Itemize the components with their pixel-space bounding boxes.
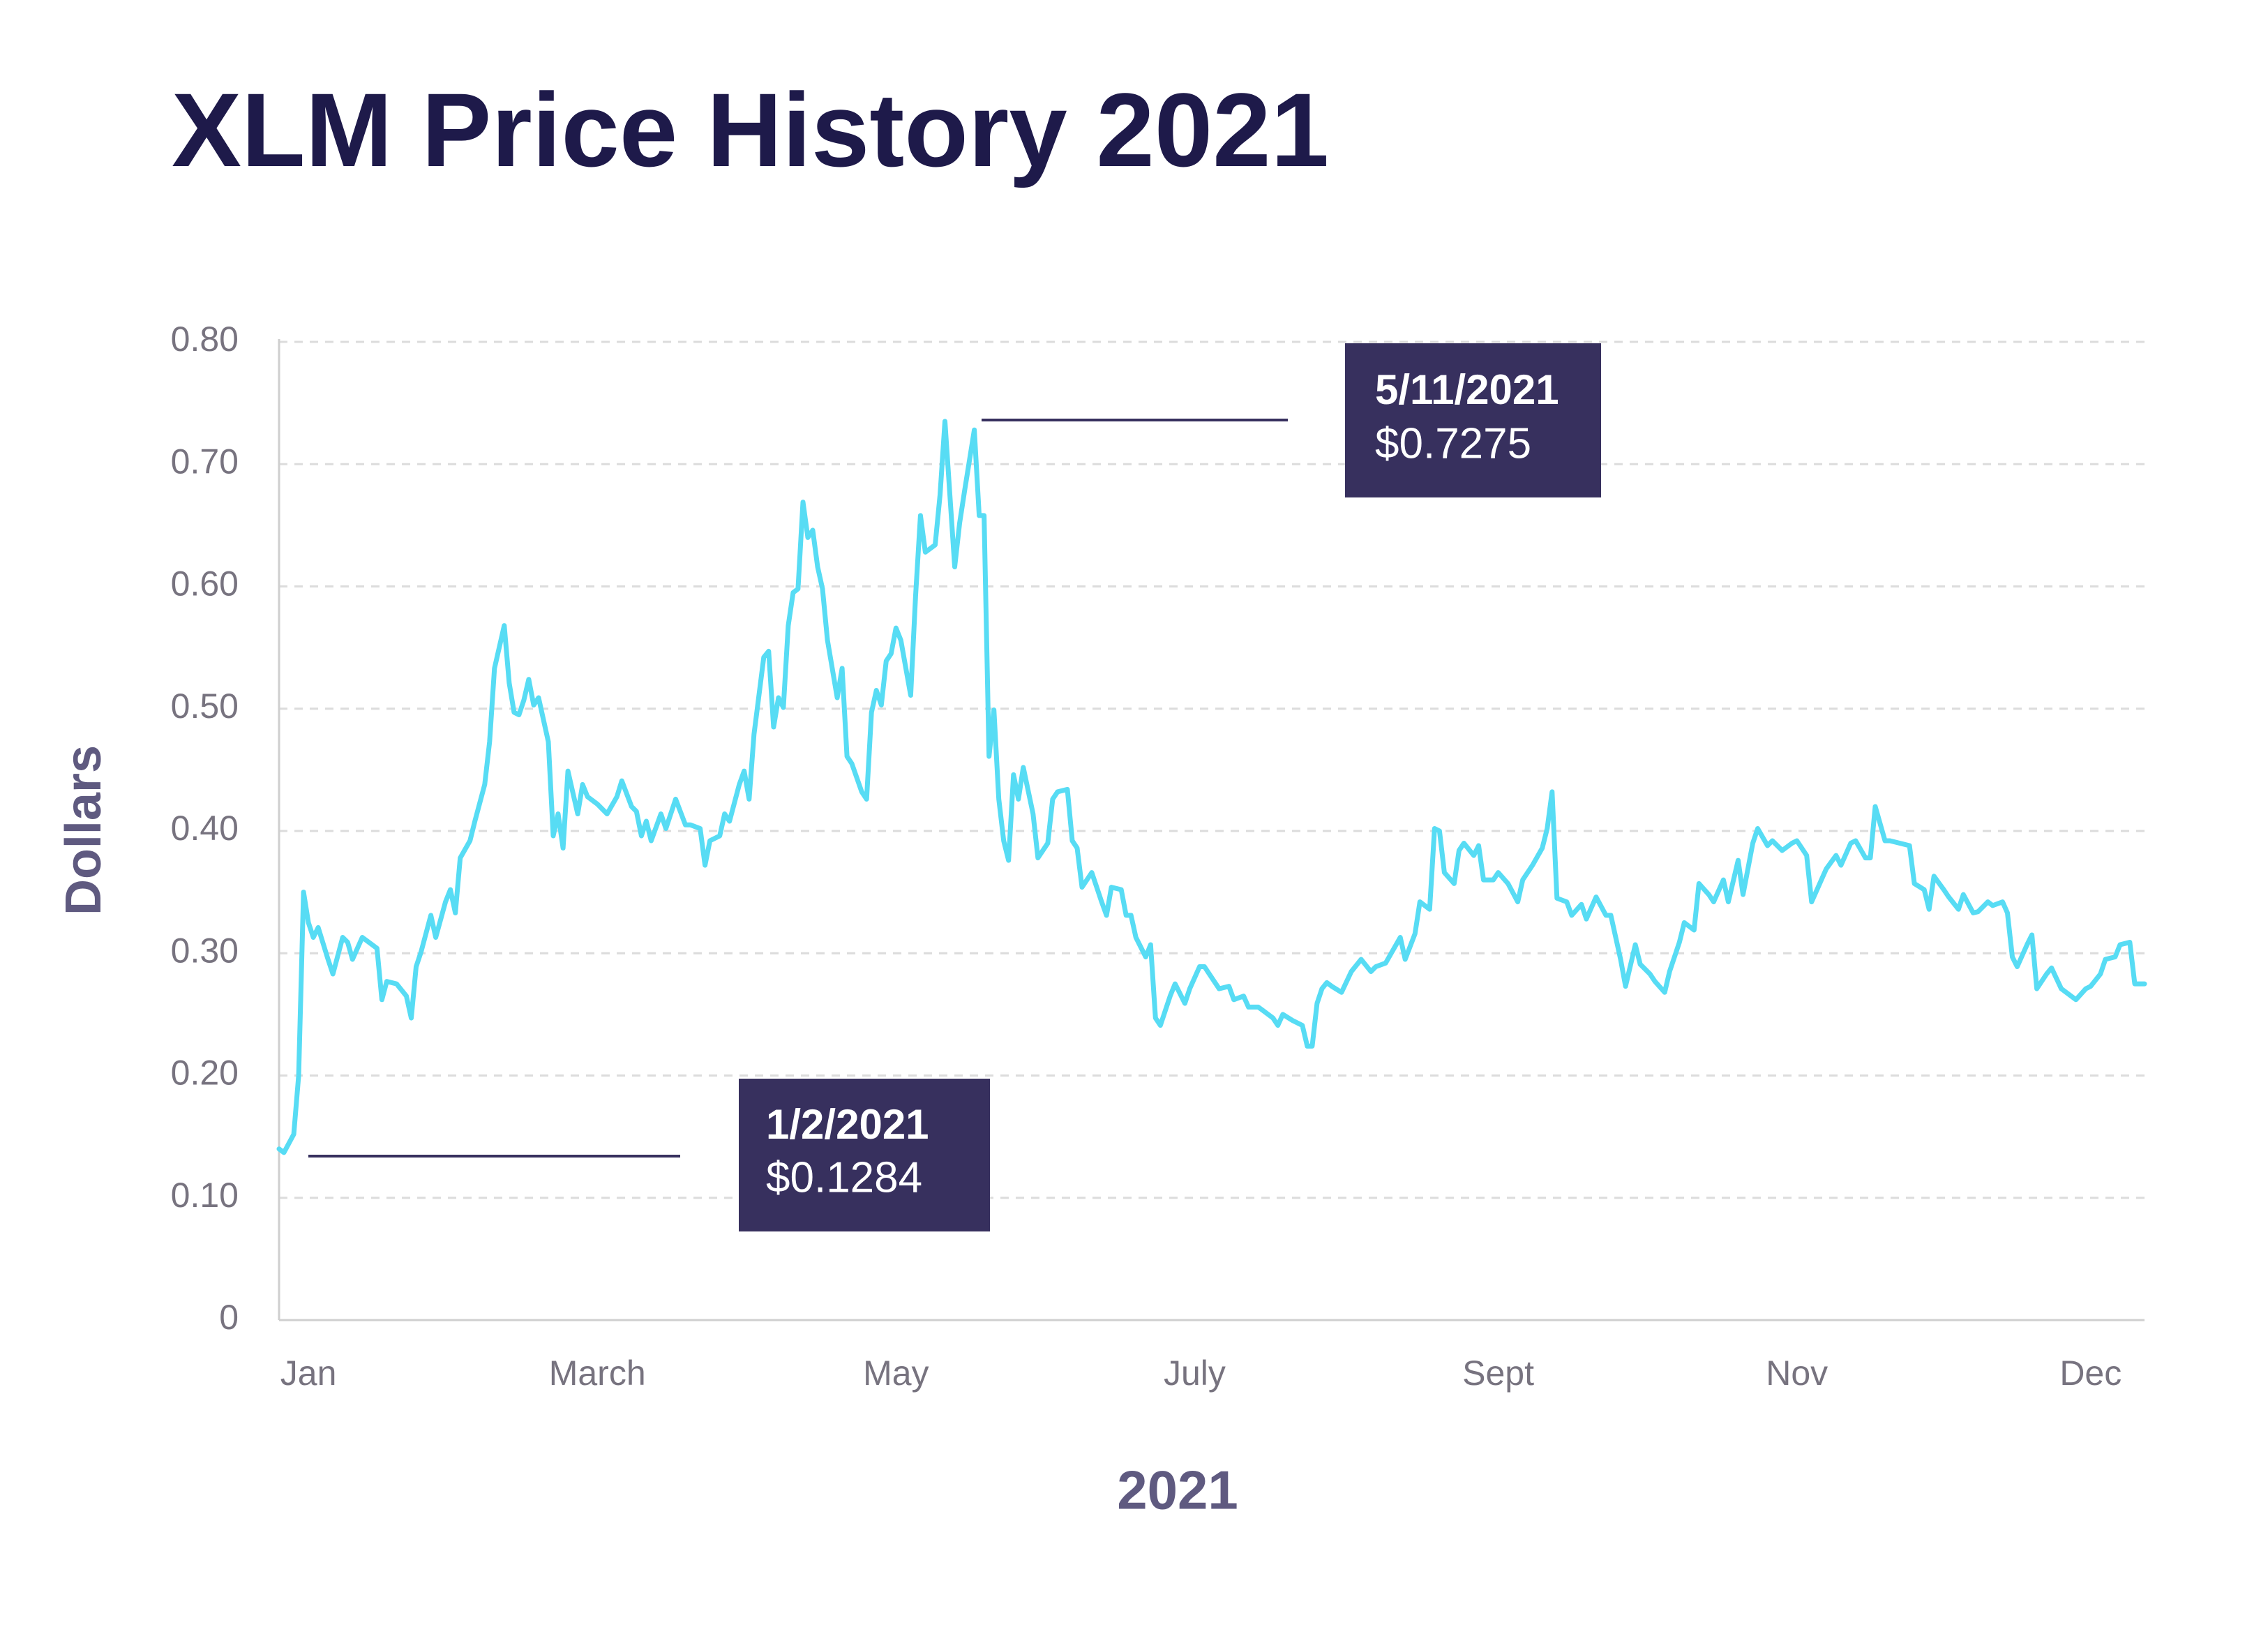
y-tick-label: 0.40	[171, 809, 239, 848]
y-tick-label: 0.20	[171, 1054, 239, 1093]
x-axis-title: 2021	[1117, 1460, 1238, 1521]
x-tick-label: Nov	[1766, 1354, 1828, 1393]
y-tick-label: 0	[219, 1298, 239, 1337]
y-axis-title: Dollars	[56, 745, 112, 915]
annotation-date: 1/2/2021	[766, 1101, 929, 1148]
y-tick-label: 0.80	[171, 320, 239, 359]
annotation-date: 5/11/2021	[1375, 366, 1559, 413]
x-tick-label: March	[549, 1354, 646, 1393]
chart-title: XLM Price History 2021	[172, 71, 1329, 188]
y-tick-label: 0.70	[171, 442, 239, 481]
x-tick-label: Sept	[1462, 1354, 1534, 1393]
annotation-price: $0.1284	[766, 1153, 922, 1201]
price-line	[276, 419, 2147, 1155]
y-tick-label: 0.60	[171, 564, 239, 604]
x-tick-label: May	[863, 1354, 929, 1393]
x-tick-label: Jan	[280, 1354, 337, 1393]
y-tick-label: 0.30	[171, 931, 239, 970]
x-tick-label: July	[1164, 1354, 1226, 1393]
annotation-box	[1345, 343, 1601, 497]
annotation-price: $0.7275	[1375, 419, 1531, 467]
x-tick-label: Dec	[2059, 1354, 2121, 1393]
y-tick-label: 0.10	[171, 1176, 239, 1215]
annotation-box	[739, 1079, 990, 1231]
y-tick-label: 0.50	[171, 687, 239, 726]
